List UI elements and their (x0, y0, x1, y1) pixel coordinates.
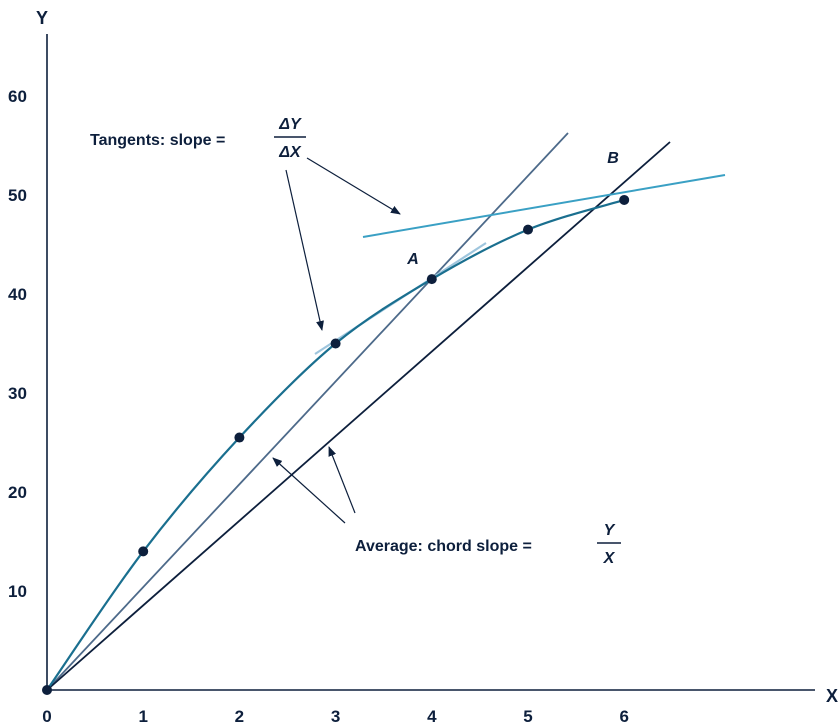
point-a-label: A (406, 251, 419, 268)
tangent-fraction-numerator: ΔY (278, 116, 302, 133)
chord-line-through-b (46, 141, 671, 691)
x-tick-label: 2 (235, 707, 244, 726)
x-tick-label: 3 (331, 707, 340, 726)
tangent-line-at-b (362, 174, 726, 238)
y-axis-label: Y (36, 8, 48, 28)
total-curve (46, 198, 625, 691)
x-tick-labels: 0 1 2 3 4 5 6 (42, 707, 629, 726)
y-tick-label: 30 (8, 384, 27, 403)
chord-arrow-to-flat (328, 446, 356, 514)
curve-point (523, 224, 533, 235)
curve-points (42, 194, 630, 695)
curve-point (619, 194, 630, 205)
tangent-arrow-to-b (306, 157, 401, 215)
tangent-arrow-to-a (285, 169, 324, 331)
x-tick-label: 5 (523, 707, 532, 726)
y-tick-label: 20 (8, 483, 27, 502)
chord-fraction-denominator: X (603, 550, 616, 567)
chord-fraction-numerator: Y (604, 522, 616, 539)
chord-arrow-to-steep (272, 457, 346, 524)
chord-annotation: Average: chord slope = Y X (272, 446, 621, 567)
point-b-label: B (607, 150, 619, 167)
curve-point (234, 432, 245, 443)
curve-point (42, 685, 52, 695)
x-axis-label: X (826, 686, 838, 706)
y-tick-labels: 10 20 30 40 50 60 (8, 87, 27, 601)
y-tick-label: 40 (8, 285, 27, 304)
curve-point (330, 338, 341, 349)
tangent-annotation-text: Tangents: slope = (90, 132, 225, 149)
y-tick-label: 60 (8, 87, 27, 106)
x-tick-label: 6 (619, 707, 628, 726)
chord-lines (46, 132, 671, 691)
chord-annotation-text: Average: chord slope = (355, 538, 532, 555)
tangent-lines (314, 174, 726, 355)
chord-line-through-a (46, 132, 569, 691)
curve-point (426, 274, 437, 285)
y-tick-label: 10 (8, 582, 27, 601)
curve-point (138, 546, 149, 557)
tangent-annotation: Tangents: slope = ΔY ΔX (90, 116, 401, 331)
x-tick-label: 1 (138, 707, 147, 726)
x-tick-label: 4 (427, 707, 437, 726)
x-tick-label: 0 (42, 707, 51, 726)
y-tick-label: 50 (8, 186, 27, 205)
tangent-fraction-denominator: ΔX (278, 144, 302, 161)
